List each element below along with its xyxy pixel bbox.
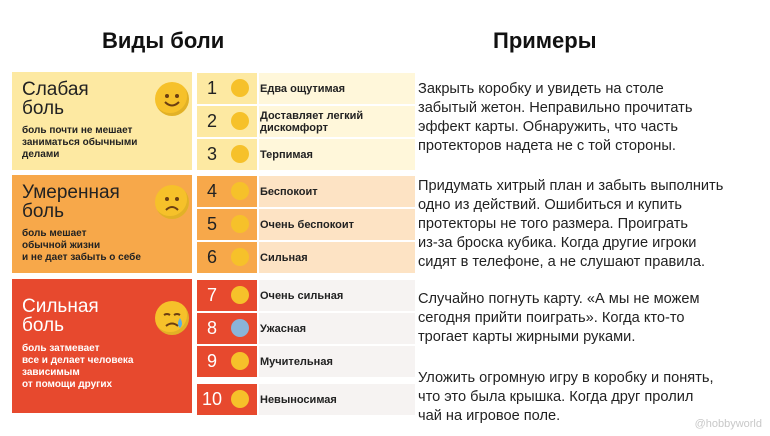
smiling-face-icon [231, 112, 249, 130]
right-column-title: Примеры [493, 28, 597, 53]
fearful-face-icon [231, 319, 249, 337]
pain-level-label: Доставляет легкий дискомфорт [260, 109, 364, 134]
astonished-face-icon [231, 286, 249, 304]
pain-level-label: Терпимая [260, 148, 313, 161]
example-unbearable-pain: Уложить огромную игру в коробку и понять… [418, 370, 714, 424]
smirking-face-icon [231, 145, 249, 163]
pain-level-row: 2 Доставляет легкий дискомфорт [197, 106, 415, 137]
neutral-face-icon [231, 182, 249, 200]
pain-level-label: Беспокоит [260, 185, 318, 198]
category-title: Сильная боль [22, 296, 99, 336]
pain-level-label: Едва ощутимая [260, 82, 346, 95]
category-description: боль затмевает все и делает человека зав… [22, 343, 134, 390]
pain-level-row: 3 Терпимая [197, 139, 415, 170]
pain-level-number: 10 [201, 389, 223, 409]
category-moderate-pain: Умеренная боль боль мешает обычной жизни… [12, 175, 192, 273]
pain-level-number: 8 [206, 318, 217, 338]
pain-level-number: 4 [206, 181, 217, 201]
pain-level-label: Очень беспокоит [260, 218, 354, 231]
category-strong-pain: Сильная боль боль затмевает все и делает… [12, 279, 192, 413]
pain-level-row: 7 Очень сильная [197, 280, 415, 311]
pain-level-row: 10 Невыносимая [197, 384, 415, 415]
pain-level-row: 8 Ужасная [197, 313, 415, 344]
worried-face-icon [231, 215, 249, 233]
grinning-face-icon [231, 79, 249, 97]
pain-level-row: 9 Мучительная [197, 346, 415, 377]
pain-level-row: 6 Сильная [197, 242, 415, 273]
category-description: боль почти не мешает заниматься обычными… [22, 125, 138, 160]
crying-face-icon [231, 390, 249, 408]
example-strong-pain: Случайно погнуть карту. «А мы не можем с… [418, 291, 700, 345]
pain-level-label: Мучительная [260, 355, 333, 368]
pain-level-row: 1 Едва ощутимая [197, 73, 415, 104]
pain-level-row: 4 Беспокоит [197, 176, 415, 207]
category-description: боль мешает обычной жизни и не дает забы… [22, 228, 141, 263]
pain-level-label: Сильная [260, 251, 308, 264]
pain-level-number: 9 [206, 351, 217, 371]
anguished-face-icon [231, 352, 249, 370]
crying-face-icon [155, 301, 189, 335]
watermark: @hobbyworld [694, 418, 762, 430]
frowning-face-icon [231, 248, 249, 266]
pain-level-label: Невыносимая [260, 393, 337, 406]
left-column-title: Виды боли [102, 28, 225, 53]
example-weak-pain: Закрыть коробку и увидеть на столе забыт… [418, 81, 693, 154]
category-title: Умеренная боль [22, 182, 120, 222]
smiling-face-icon [155, 82, 189, 116]
pain-level-number: 6 [206, 247, 217, 267]
pain-level-number: 7 [206, 285, 217, 305]
category-title: Слабая боль [22, 79, 89, 119]
pain-level-label: Очень сильная [260, 289, 344, 302]
pain-level-number: 5 [206, 214, 217, 234]
pain-level-number: 3 [206, 144, 217, 164]
pain-level-row: 5 Очень беспокоит [197, 209, 415, 240]
pain-level-number: 2 [206, 111, 217, 131]
pain-level-number: 1 [206, 78, 217, 98]
category-weak-pain: Слабая боль боль почти не мешает занимат… [12, 72, 192, 170]
frowning-face-icon [155, 185, 189, 219]
example-moderate-pain: Придумать хитрый план и забыть выполнить… [418, 178, 724, 270]
pain-level-label: Ужасная [260, 322, 307, 335]
